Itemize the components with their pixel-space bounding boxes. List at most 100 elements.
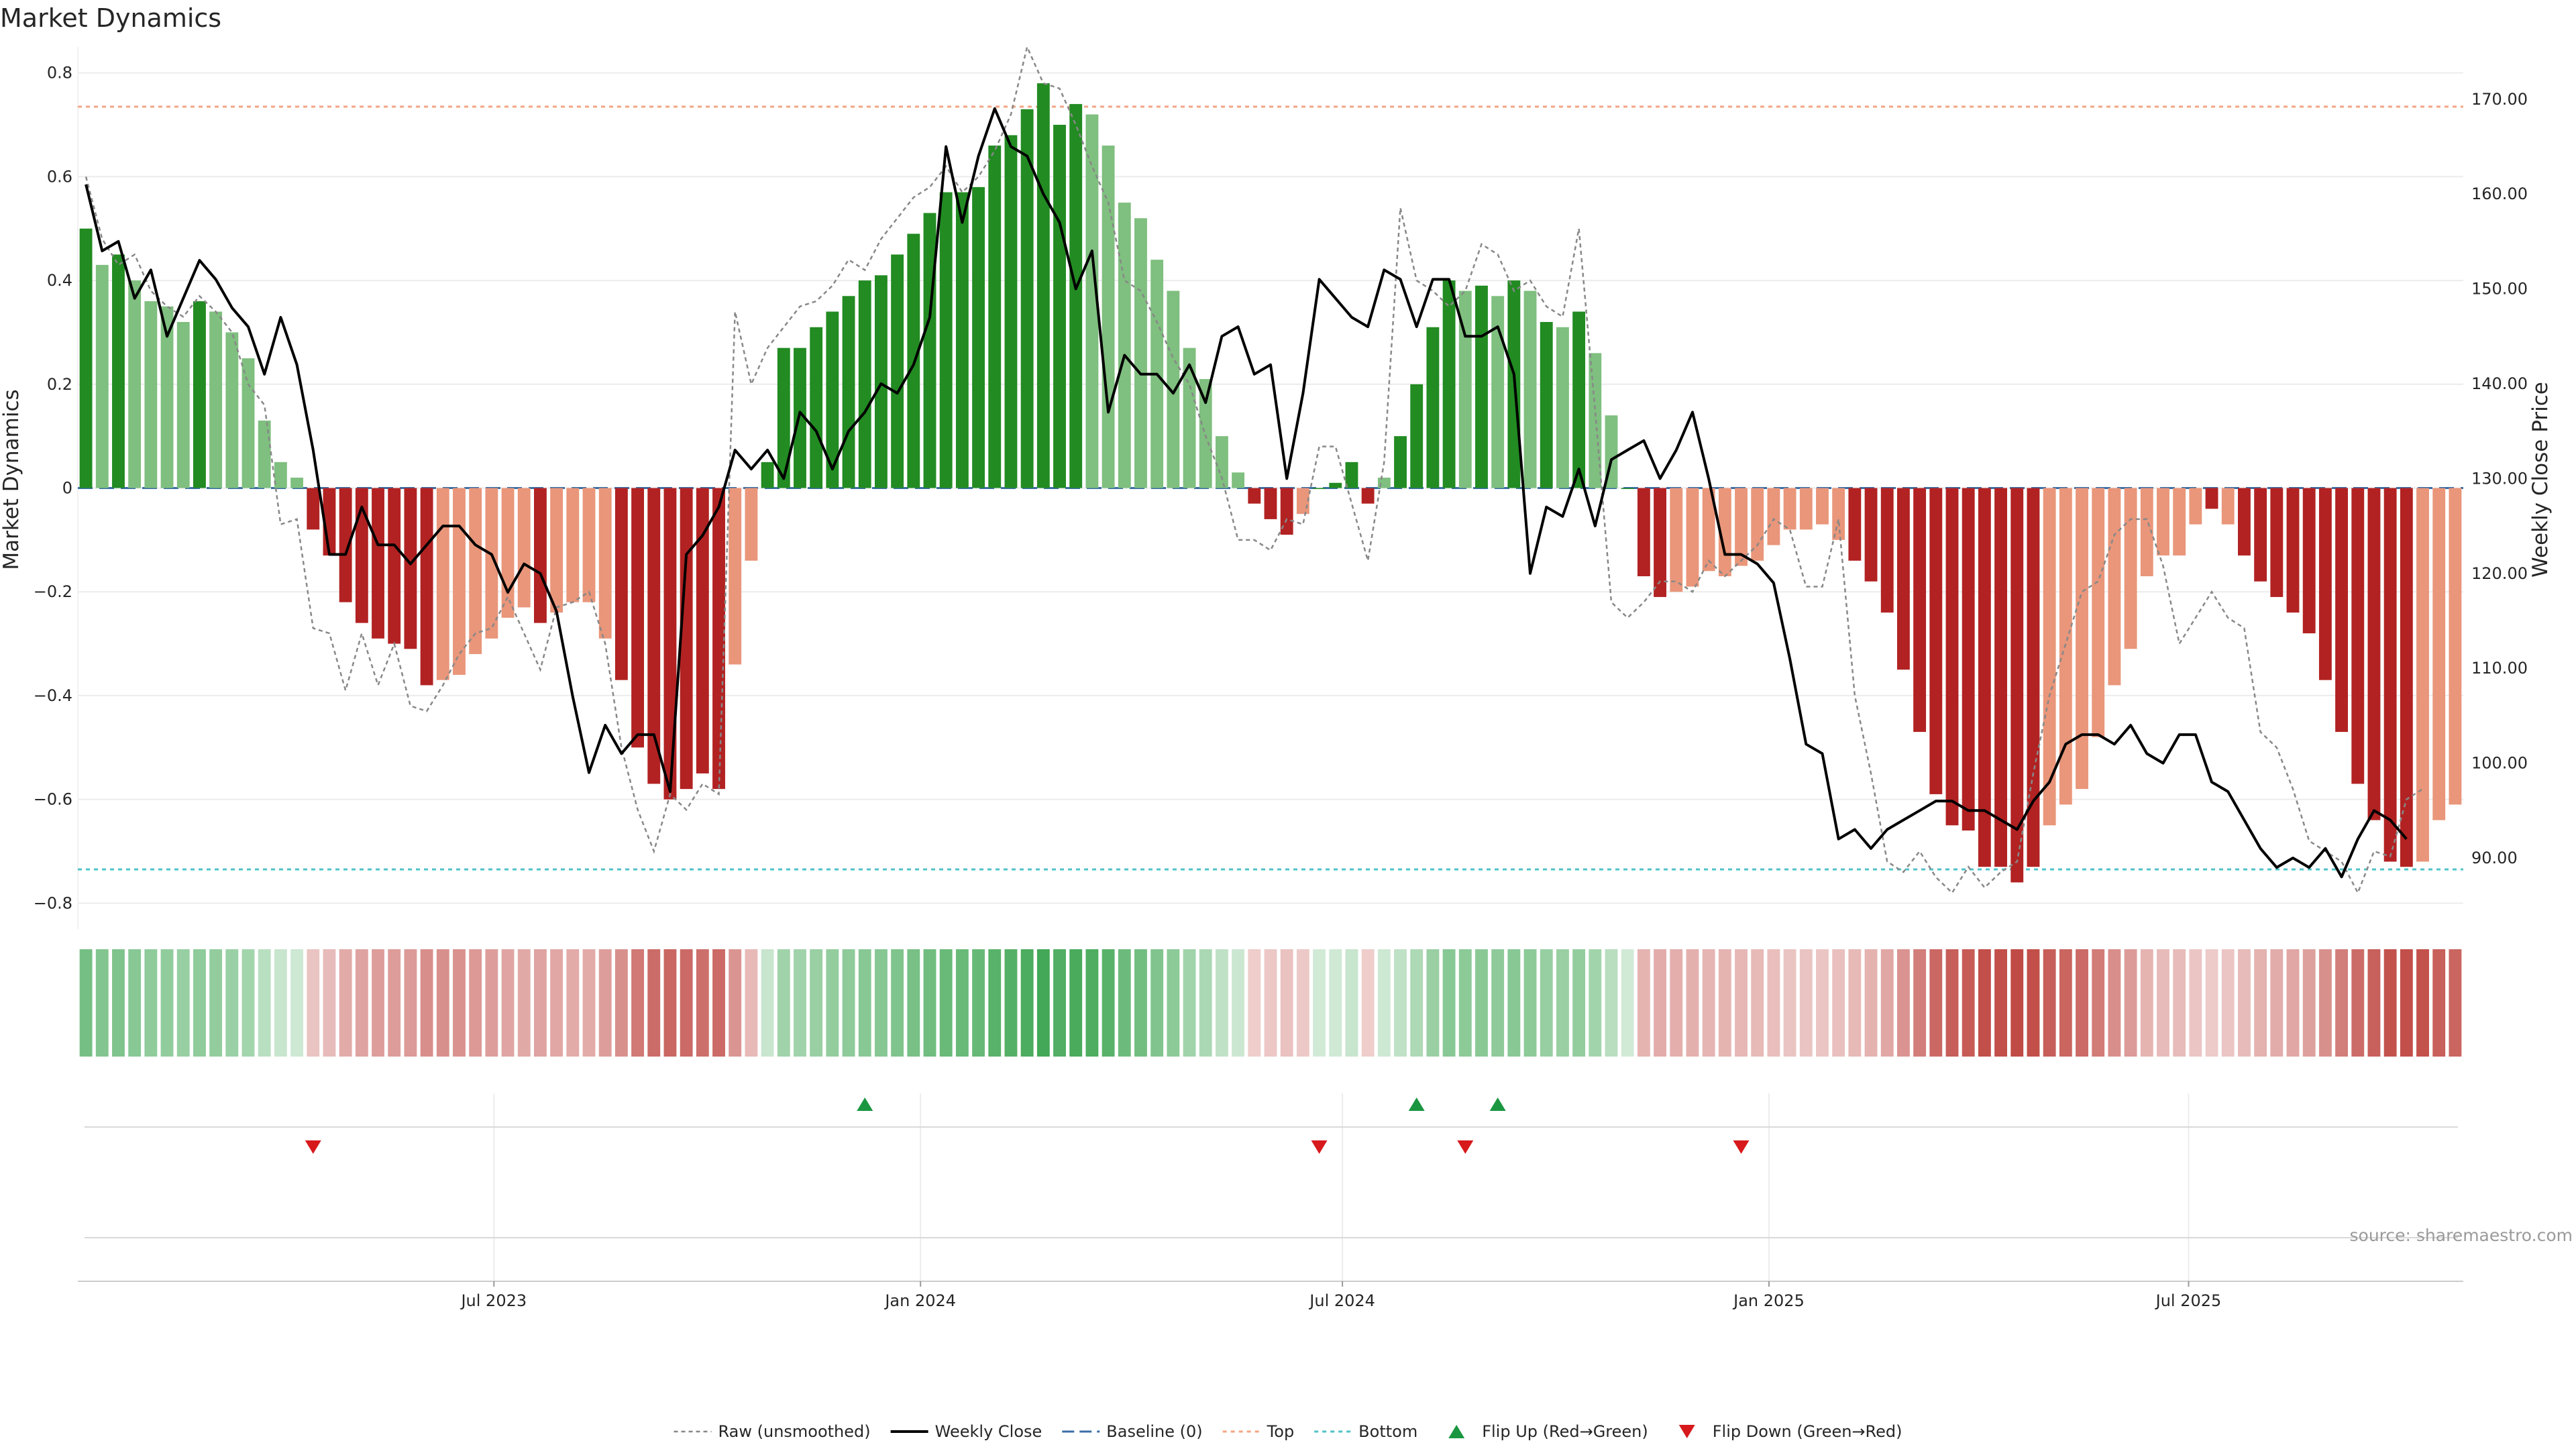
dynamics-bar — [1491, 296, 1505, 488]
legend-label: Bottom — [1358, 1422, 1417, 1441]
strength-cell — [1296, 949, 1309, 1057]
dynamics-bar — [485, 488, 498, 639]
dynamics-bar — [2189, 488, 2202, 525]
strength-cell — [1735, 949, 1748, 1057]
strength-cell — [566, 949, 580, 1057]
dynamics-bar — [858, 280, 871, 488]
dynamics-bar — [2254, 488, 2267, 582]
strength-cell — [631, 949, 645, 1057]
strength-cell — [241, 949, 255, 1057]
right-tick-label: 140.00 — [2471, 374, 2528, 393]
strength-cell — [2173, 949, 2186, 1057]
dynamics-bar — [2205, 488, 2218, 509]
dynamics-bar — [1118, 203, 1131, 488]
dynamics-bar — [1053, 125, 1066, 488]
strength-cell — [1232, 949, 1245, 1057]
strength-cell — [469, 949, 482, 1057]
strength-cell — [907, 949, 920, 1057]
flip-up-marker — [1489, 1097, 1506, 1111]
strength-cell — [1215, 949, 1228, 1057]
strength-cell — [874, 949, 888, 1057]
strength-cell — [1864, 949, 1878, 1057]
dynamics-bar — [1783, 488, 1796, 530]
left-tick-label: 0.4 — [47, 271, 72, 290]
dynamics-bar — [2400, 488, 2413, 867]
strength-cell — [1621, 949, 1634, 1057]
flip-down-marker — [1457, 1140, 1474, 1154]
strength-cell — [339, 949, 352, 1057]
strength-cell — [1540, 949, 1553, 1057]
strength-cell — [810, 949, 823, 1057]
x-axis: Jul 2023 Jan 2024 Jul 2024 Jan 2025 Jul 2025 — [78, 1281, 2463, 1310]
strength-cell — [745, 949, 758, 1057]
legend-label: Top — [1267, 1422, 1295, 1441]
strength-cell — [1134, 949, 1147, 1057]
dynamics-bar — [2449, 488, 2462, 805]
dynamics-bar — [1329, 482, 1342, 488]
dynamics-bar — [777, 347, 790, 488]
dynamics-bar — [112, 254, 125, 488]
strength-cell — [2286, 949, 2300, 1057]
strength-cell — [582, 949, 596, 1057]
flip-up-marker — [1408, 1097, 1425, 1111]
strength-cell — [209, 949, 223, 1057]
strength-cell — [1994, 949, 2008, 1057]
strength-cell — [1426, 949, 1440, 1057]
dynamics-bar — [972, 186, 985, 488]
dynamics-bar — [339, 488, 352, 602]
dynamics-bar — [1978, 488, 1991, 867]
dynamics-bar — [842, 296, 855, 488]
left-axis-label: Market Dynamics — [0, 389, 23, 570]
dynamics-bar — [1896, 488, 1910, 670]
strength-cell — [1248, 949, 1261, 1057]
strength-cell — [274, 949, 287, 1057]
strength-cell — [436, 949, 449, 1057]
strength-cell — [258, 949, 271, 1057]
strength-cell — [160, 949, 174, 1057]
dynamics-bar — [1102, 145, 1115, 488]
dynamics-bar — [1248, 488, 1261, 504]
dynamics-bar — [1458, 290, 1472, 488]
strength-cell — [1589, 949, 1602, 1057]
strength-cell — [1280, 949, 1293, 1057]
strength-cell — [1670, 949, 1683, 1057]
strength-cell — [2157, 949, 2169, 1057]
strength-cell — [225, 949, 239, 1057]
dynamics-bar — [810, 327, 823, 488]
dynamics-bar — [258, 420, 271, 488]
flip-markers-panel — [85, 1097, 2458, 1154]
strength-strip — [79, 949, 2462, 1057]
strength-cell — [696, 949, 709, 1057]
strength-cell — [1361, 949, 1375, 1057]
dynamics-bar — [2010, 488, 2024, 883]
dynamics-bar — [826, 311, 839, 488]
dynamics-bar — [1994, 488, 2008, 867]
strength-cell — [972, 949, 985, 1057]
strength-cell — [533, 949, 547, 1057]
dynamics-bar — [2432, 488, 2446, 820]
strength-cell — [404, 949, 417, 1057]
grid — [77, 47, 2463, 1281]
strength-cell — [2432, 949, 2446, 1057]
strength-cell — [2318, 949, 2332, 1057]
flip-down-marker — [1311, 1140, 1328, 1154]
left-tick-label: −0.8 — [34, 894, 72, 912]
strength-cell — [2449, 949, 2462, 1057]
dynamics-bar — [1962, 488, 1975, 831]
dynamics-bar — [2043, 488, 2056, 826]
dynamics-bar — [225, 332, 239, 488]
dynamics-bar — [388, 488, 401, 644]
dynamics-bar — [241, 358, 255, 488]
right-tick-label: 100.00 — [2471, 754, 2528, 773]
dynamics-bar — [469, 488, 482, 655]
strength-cell — [1686, 949, 1699, 1057]
dynamics-bar — [404, 488, 417, 649]
strength-cell — [939, 949, 953, 1057]
strength-cell — [2254, 949, 2267, 1057]
dynamics-bar — [566, 488, 580, 602]
left-tick-label: 0.2 — [47, 375, 72, 394]
right-axis-label: Weekly Close Price — [2528, 382, 2553, 578]
strength-cell — [1767, 949, 1780, 1057]
right-tick-label: 90.00 — [2471, 849, 2518, 867]
strength-cell — [729, 949, 742, 1057]
